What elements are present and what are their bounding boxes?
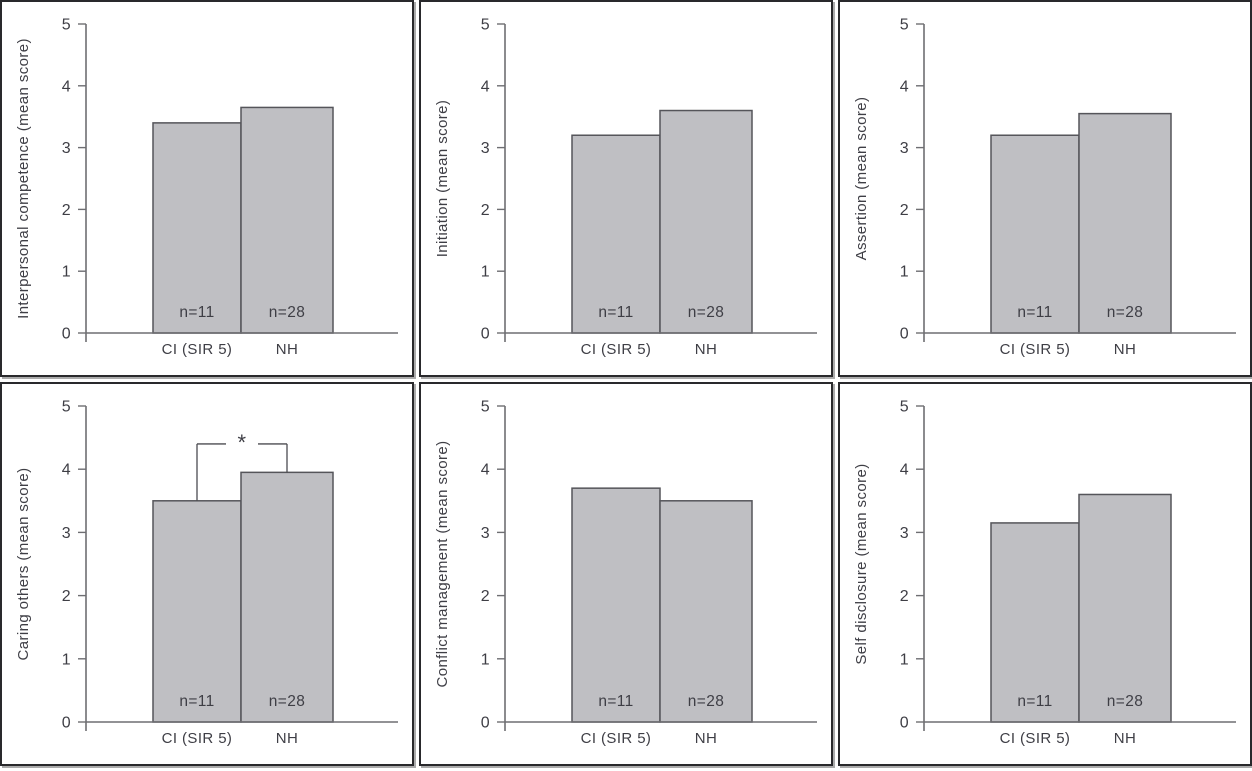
chart-panel-initiation: 0 1 2 3 4 5 Initiation (mean score) CI (SIR 5) n… [419, 0, 833, 377]
y-tick-label: 4 [900, 78, 909, 95]
bar-nh [240, 471, 334, 723]
bar-chart-self-disclosure: 0 1 2 3 4 5 Self disclosure (mean score) CI (SI… [853, 399, 1236, 747]
y-tick-label: 5 [900, 399, 909, 416]
x-category-label: CI (SIR 5) [162, 730, 233, 747]
bar-ci-sir-5 [152, 500, 242, 723]
y-axis-label: Self disclosure (mean score) [853, 463, 870, 664]
y-tick-label: 0 [900, 715, 909, 732]
y-tick-label: 3 [62, 140, 71, 157]
x-category-label: CI (SIR 5) [1000, 730, 1071, 747]
x-category-label: NH [1114, 341, 1136, 358]
bar-ci-sir-5 [571, 134, 661, 334]
y-tick-label: 4 [62, 462, 71, 479]
y-axis-label: Caring others (mean score) [15, 468, 32, 661]
x-category-label: CI (SIR 5) [581, 730, 652, 747]
y-tick-label: 4 [62, 78, 71, 95]
bar-count-label: n=28 [688, 304, 725, 321]
y-tick-label: 0 [62, 326, 71, 343]
y-axis-label: Assertion (mean score) [853, 97, 870, 261]
x-category-label: CI (SIR 5) [162, 341, 233, 358]
y-axis-label: Interpersonal competence (mean score) [15, 38, 32, 319]
bar-count-label: n=28 [269, 693, 306, 710]
chart-panel-self-disclosure: 0 1 2 3 4 5 Self disclosure (mean score) CI (SI… [838, 382, 1252, 766]
y-tick-label: 4 [900, 462, 909, 479]
y-tick-label: 2 [62, 588, 71, 605]
y-tick-label: 4 [481, 462, 490, 479]
y-tick-label: 5 [62, 399, 71, 416]
bar-chart-conflict-management: 0 1 2 3 4 5 Conflict management (mean score) CI… [434, 399, 817, 747]
x-category-label: NH [276, 730, 298, 747]
y-tick-label: 1 [900, 264, 909, 281]
y-axis-label: Initiation (mean score) [434, 100, 451, 258]
x-category-label: NH [695, 341, 717, 358]
bar-count-label: n=11 [1017, 693, 1052, 710]
bar-nh [1078, 493, 1172, 723]
y-tick-label: 5 [481, 399, 490, 416]
y-tick-label: 3 [900, 525, 909, 542]
y-tick-label: 3 [62, 525, 71, 542]
y-tick-label: 1 [481, 264, 490, 281]
bar-count-label: n=11 [179, 693, 214, 710]
y-tick-label: 0 [900, 326, 909, 343]
chart-panel-caring-others: 0 1 2 3 4 5 Caring others (mean score) CI (SIR … [0, 382, 414, 766]
y-tick-label: 0 [62, 715, 71, 732]
y-tick-label: 0 [481, 326, 490, 343]
y-tick-label: 2 [481, 202, 490, 219]
x-category-label: CI (SIR 5) [1000, 341, 1071, 358]
y-tick-label: 5 [900, 17, 909, 34]
bar-count-label: n=28 [1107, 693, 1144, 710]
y-tick-label: 4 [481, 78, 490, 95]
bar-chart-interpersonal-competence: 0 1 2 3 4 5 Interpersonal competence (mean sco… [15, 17, 398, 358]
bar-count-label: n=11 [598, 304, 633, 321]
x-category-label: NH [1114, 730, 1136, 747]
chart-panel-interpersonal-competence: 0 1 2 3 4 5 Interpersonal competence (mean sco… [0, 0, 414, 377]
bar-ci-sir-5 [571, 487, 661, 723]
y-tick-label: 2 [481, 588, 490, 605]
y-tick-label: 5 [481, 17, 490, 34]
bar-count-label: n=11 [1017, 304, 1052, 321]
bar-chart-initiation: 0 1 2 3 4 5 Initiation (mean score) CI (SIR 5) n… [434, 17, 817, 358]
y-axis-label: Conflict management (mean score) [434, 440, 451, 687]
significance-asterisk: * [238, 430, 247, 455]
y-tick-label: 0 [481, 715, 490, 732]
bar-chart-assertion: 0 1 2 3 4 5 Assertion (mean score) CI (SIR 5) n=… [853, 17, 1236, 358]
y-tick-label: 5 [62, 17, 71, 34]
y-tick-label: 1 [62, 264, 71, 281]
chart-panel-assertion: 0 1 2 3 4 5 Assertion (mean score) CI (SIR 5) n=… [838, 0, 1252, 377]
bar-count-label: n=11 [179, 304, 214, 321]
bar-nh [659, 109, 753, 334]
y-tick-label: 3 [481, 525, 490, 542]
bar-count-label: n=28 [688, 693, 725, 710]
bar-nh [659, 500, 753, 723]
bar-chart-caring-others: 0 1 2 3 4 5 Caring others (mean score) CI (SIR … [15, 399, 398, 747]
y-tick-label: 3 [481, 140, 490, 157]
y-tick-label: 2 [900, 588, 909, 605]
x-category-label: NH [695, 730, 717, 747]
bar-count-label: n=11 [598, 693, 633, 710]
bar-count-label: n=28 [269, 304, 306, 321]
bar-ci-sir-5 [152, 122, 242, 334]
chart-panel-conflict-management: 0 1 2 3 4 5 Conflict management (mean score) CI… [419, 382, 833, 766]
y-tick-label: 1 [481, 651, 490, 668]
x-category-label: CI (SIR 5) [581, 341, 652, 358]
x-category-label: NH [276, 341, 298, 358]
y-tick-label: 1 [900, 651, 909, 668]
y-tick-label: 3 [900, 140, 909, 157]
bar-count-label: n=28 [1107, 304, 1144, 321]
bar-nh [240, 106, 334, 334]
y-tick-label: 2 [62, 202, 71, 219]
bar-nh [1078, 112, 1172, 334]
y-tick-label: 1 [62, 651, 71, 668]
y-tick-label: 2 [900, 202, 909, 219]
